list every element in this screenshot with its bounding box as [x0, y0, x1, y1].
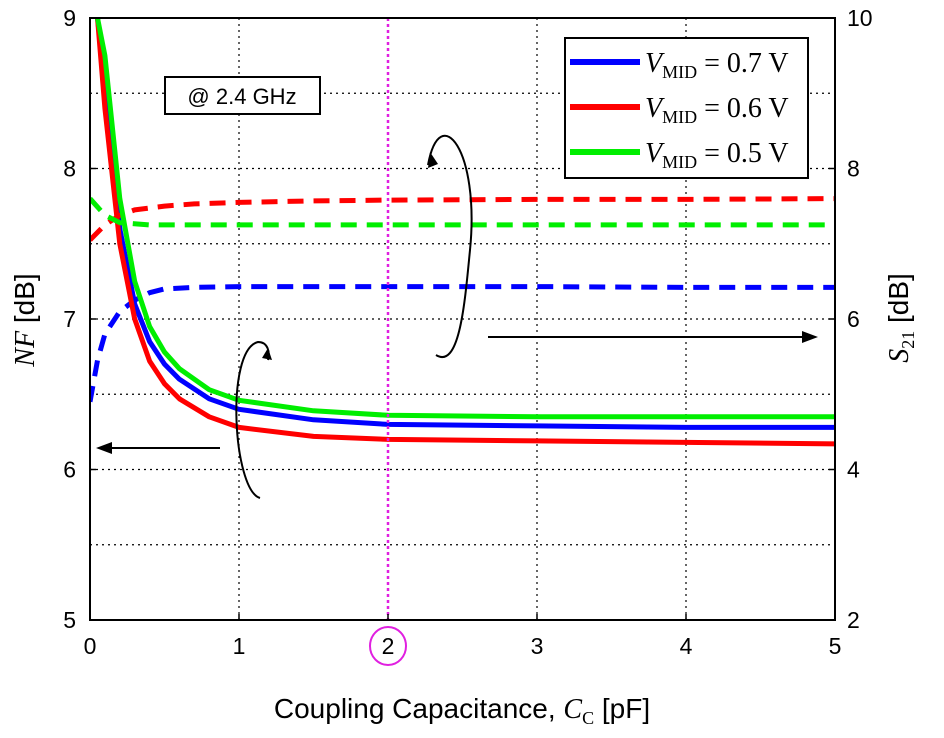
y-left-tick-label: 8 [63, 156, 76, 182]
legend-label: VMID = 0.5 V [645, 138, 789, 172]
y-right-tick-label: 8 [847, 156, 860, 182]
highlight-circle [369, 626, 407, 666]
s21-line-series-2 [90, 196, 835, 242]
legend-label-sub: MID [662, 152, 697, 172]
s21-arrow [488, 331, 818, 343]
y-left-tick-label: 6 [63, 457, 76, 483]
s21-line-series-3 [90, 196, 835, 228]
x-tick-label: 0 [84, 633, 97, 659]
legend-label-var: V [645, 93, 665, 124]
x-tick-label: 2 [382, 633, 395, 659]
y-left-tick-label: 9 [63, 5, 76, 31]
y-right-tick-label: 6 [847, 306, 860, 332]
legend-label-sub: MID [662, 62, 697, 82]
nf-line-series-2 [95, 18, 835, 447]
legend-label-var: V [645, 138, 665, 169]
y-right-tick-label: 4 [847, 457, 860, 483]
legend-label-var: V [645, 48, 665, 79]
legend-label: VMID = 0.6 V [645, 93, 789, 127]
s21-line-series-1 [90, 284, 835, 403]
tick-labels: 0 1 2 3 4 5 5 6 7 8 9 2 4 6 8 10 [63, 5, 872, 659]
data-lines [90, 18, 835, 447]
nf-line-series-1 [95, 18, 835, 430]
legend-label-sub: MID [662, 107, 697, 127]
nf-rotation-arrow-icon [235, 340, 272, 499]
legend-label: VMID = 0.7 V [645, 48, 789, 82]
nf-line-series-3 [95, 18, 835, 420]
x-tick-label: 3 [531, 633, 544, 659]
legend-label-rest: = 0.6 V [697, 93, 789, 124]
y-axis-right-title: S21 [dB] [883, 273, 918, 363]
legend-label-rest: = 0.7 V [697, 48, 789, 79]
nf-arrow [96, 442, 220, 454]
y-left-tick-label: 5 [63, 607, 76, 633]
frequency-annotation: @ 2.4 GHz [164, 76, 321, 115]
x-axis-title: Coupling Capacitance, CC [pF] [274, 693, 650, 728]
frequency-annotation-text: @ 2.4 GHz [187, 84, 296, 109]
y-axis-left-title: NF [dB] [9, 273, 41, 367]
y-right-tick-label: 2 [847, 607, 860, 633]
y-right-tick-label: 10 [847, 5, 873, 31]
x-tick-label: 1 [233, 633, 246, 659]
s21-rotation-arrow-icon [427, 134, 473, 358]
legend-label-rest: = 0.5 V [697, 138, 789, 169]
x-tick-label: 5 [829, 633, 842, 659]
x-tick-label: 4 [680, 633, 693, 659]
y-left-tick-label: 7 [63, 306, 76, 332]
